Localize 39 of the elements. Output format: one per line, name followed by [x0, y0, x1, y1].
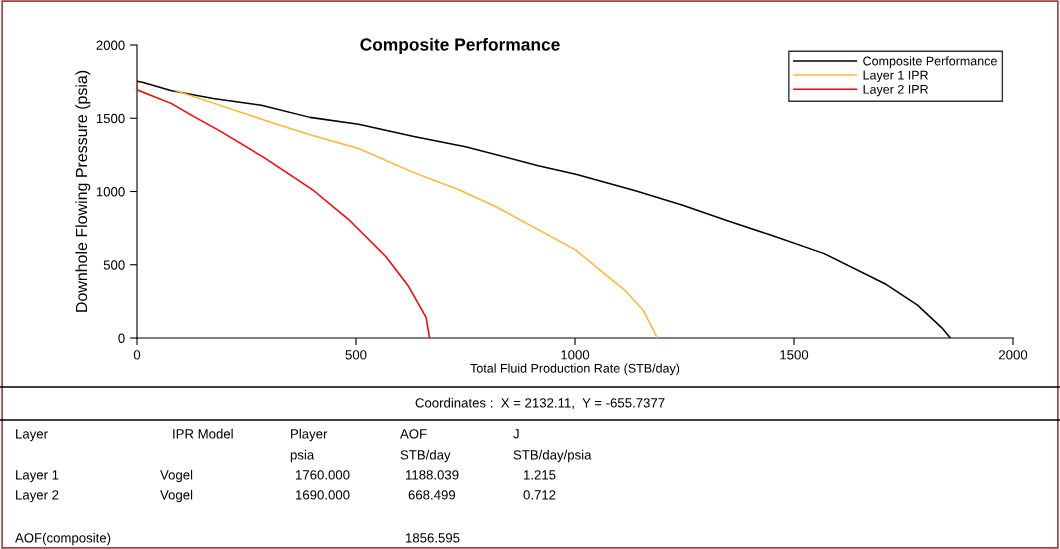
text: AOF — [400, 429, 427, 439]
text: 1188.039 — [406, 470, 459, 480]
chart-title: Composite Performance — [360, 37, 560, 55]
y-tick-label: 2000 — [96, 40, 125, 50]
x-tick-label: 1500 — [780, 350, 809, 360]
text: STB/day — [400, 449, 451, 463]
legend-label: Layer 2 IPR — [863, 84, 929, 97]
text: Layer 2 — [16, 490, 59, 503]
y-axis-title: Downhole Flowing Pressure (psia) — [75, 70, 91, 312]
x-tick-label: 1000 — [561, 350, 590, 360]
text: Player — [291, 428, 328, 442]
text: 668.499 — [408, 490, 456, 500]
x-tick-label: 0 — [133, 350, 141, 360]
legend-label: Layer 1 IPR — [863, 70, 929, 83]
text: Layer — [16, 429, 48, 442]
x-axis-title: Total Fluid Production Rate (STB/day) — [470, 363, 680, 376]
legend-label: Composite Performance — [863, 56, 997, 68]
y-tick-label: 1500 — [96, 113, 125, 124]
text: 1856.595 — [406, 533, 460, 543]
line-series — [174, 89, 659, 338]
y-tick-label: 1000 — [96, 187, 125, 197]
text: 0.712 — [523, 490, 556, 500]
text: J — [513, 429, 519, 439]
x-tick-label: 500 — [345, 350, 367, 360]
text: Coordinates : X = 2132.11, Y = -655.7377 — [415, 397, 665, 410]
text: 1.215 — [524, 470, 556, 480]
y-tick-label: 0 — [118, 333, 125, 343]
x-tick-label: 2000 — [998, 350, 1028, 360]
text: 1690.000 — [296, 490, 350, 500]
text: 1760.000 — [296, 470, 350, 480]
text: Layer 1 — [16, 470, 59, 483]
text: AOF(composite) — [15, 532, 111, 546]
text: psia — [290, 449, 315, 463]
text: Vogel — [160, 469, 193, 483]
text: IPR Model — [173, 428, 233, 439]
y-tick-label: 500 — [103, 260, 125, 270]
text: STB/day/psia — [513, 449, 592, 463]
line-series — [137, 81, 431, 338]
text: Vogel — [160, 489, 193, 503]
